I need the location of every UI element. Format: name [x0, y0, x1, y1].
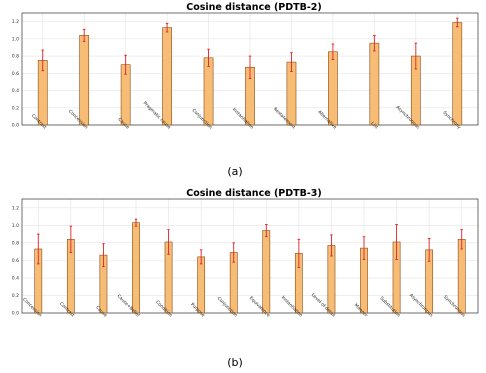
- bar-synchronous: [457, 239, 466, 314]
- chart-pdtb2: Cosine distance (PDTB-2) 0.0 0.2 0.4 0.6 0.8…: [12, 2, 479, 178]
- bar-synchrony: [452, 22, 463, 126]
- bar-purpose: [197, 256, 206, 314]
- y-tick-label: 1.0: [12, 36, 19, 42]
- y-tick-label: 1.0: [12, 223, 19, 229]
- chart-pdtb3-caption: (b): [227, 356, 243, 369]
- bar-concession: [79, 35, 90, 126]
- chart-pdtb2-caption: (a): [227, 165, 242, 178]
- y-tick-label: 0.0: [12, 123, 19, 129]
- bar-cause-belief: [132, 222, 140, 314]
- y-tick-label: 0.8: [12, 240, 19, 246]
- bar-equivalence: [262, 230, 271, 314]
- y-tick-label: 0.6: [12, 71, 19, 77]
- x-tick-label: List: [370, 121, 380, 131]
- chart-pdtb3: Cosine distance (PDTB-3) 0.0 0.2 0.4 0.6 0.8…: [12, 188, 479, 369]
- bar-conjunction: [203, 57, 214, 126]
- y-tick-label: 0.4: [12, 88, 19, 94]
- chart-pdtb3-title: Cosine distance (PDTB-3): [186, 188, 322, 199]
- y-tick-label: 1.2: [12, 205, 19, 211]
- y-tick-label: 0.8: [12, 54, 19, 60]
- bar-alternative: [328, 51, 338, 126]
- y-tick-label: 1.2: [12, 19, 19, 25]
- y-tick-label: 0.2: [12, 293, 19, 299]
- chart-pdtb2-title: Cosine distance (PDTB-2): [186, 2, 322, 13]
- plot-frame: [21, 198, 479, 314]
- y-tick-label: 0.4: [12, 276, 19, 282]
- bar-pragmatic-cause: [162, 27, 172, 126]
- y-tick-label: 0.2: [12, 105, 19, 111]
- bar-list: [369, 42, 380, 126]
- y-tick-label: 0.6: [12, 258, 19, 264]
- y-tick-label: 0.0: [12, 311, 19, 317]
